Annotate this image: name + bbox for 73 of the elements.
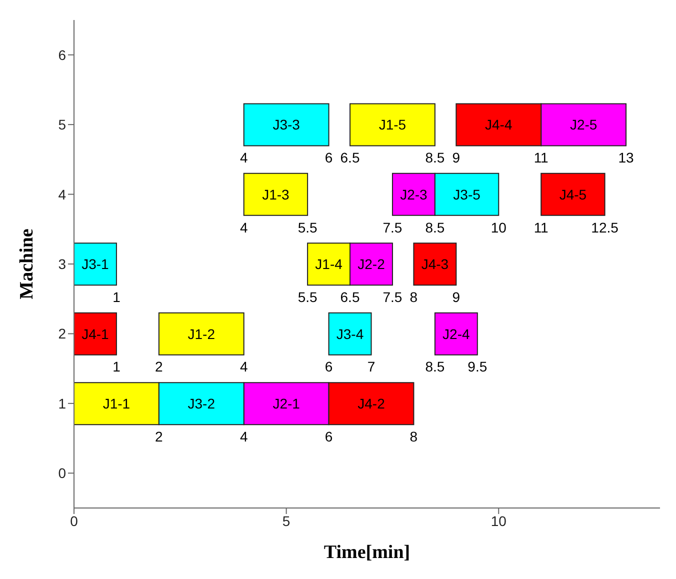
- annotation: 9.5: [468, 358, 488, 375]
- annotation: 6: [324, 358, 333, 375]
- data-label: J2-4: [442, 326, 470, 342]
- annotation: 11: [534, 150, 549, 166]
- data-label: J4-2: [358, 396, 386, 412]
- bar: [540, 172, 606, 216]
- annotation: 7.5: [382, 289, 402, 305]
- data-label: J4-4: [485, 116, 512, 133]
- bar: [74, 312, 117, 356]
- annotation: 8.5: [425, 150, 445, 166]
- annotation: 4: [240, 219, 248, 236]
- annotation: 7.5: [382, 219, 402, 236]
- data-label: J2-2: [358, 256, 386, 272]
- annotation: 5.5: [298, 219, 318, 236]
- y-axis-title: Machine: [16, 228, 38, 300]
- annotation: 6.5: [340, 289, 360, 305]
- y-tick-label: 6: [58, 46, 66, 63]
- y-tick-label: 1: [58, 395, 66, 412]
- annotation: 13: [618, 150, 634, 166]
- y-tick-label: 2: [58, 326, 66, 342]
- bar: [74, 242, 117, 286]
- annotation: 6.5: [340, 150, 360, 166]
- annotation: 10: [490, 219, 507, 236]
- data-label: J1-5: [378, 116, 406, 133]
- data-label: J3-1: [82, 256, 110, 272]
- annotation: 1: [112, 289, 121, 305]
- data-label: J1-4: [315, 256, 343, 272]
- y-tick-label: 0: [58, 465, 66, 482]
- annotation: 8: [410, 289, 418, 305]
- data-label: J2-3: [400, 186, 428, 202]
- data-label: J3-2: [188, 396, 216, 412]
- annotation: 4: [240, 358, 248, 375]
- annotation: 4: [240, 428, 248, 444]
- annotation: 2: [155, 428, 164, 444]
- x-tick-label: 10: [490, 512, 507, 529]
- bar: [158, 312, 244, 356]
- bar: [243, 103, 330, 146]
- x-tick-label: 5: [282, 512, 290, 529]
- annotation: 12.5: [591, 219, 619, 236]
- annotation: 4: [240, 150, 248, 166]
- annotation: 2: [155, 358, 164, 375]
- data-label: J2-5: [570, 116, 598, 133]
- x-axis-title: Time[min]: [324, 542, 410, 563]
- annotation: 8.5: [425, 219, 445, 236]
- data-label: J3-5: [453, 186, 481, 202]
- data-label: J4-5: [559, 186, 587, 202]
- annotation: 1: [112, 358, 121, 375]
- bar: [328, 312, 372, 356]
- annotation: 6: [324, 428, 333, 444]
- annotation: 7: [367, 358, 376, 375]
- data-label: J4-1: [82, 326, 110, 342]
- bar: [350, 103, 436, 146]
- bar: [434, 312, 478, 356]
- annotation: 6: [324, 150, 333, 166]
- y-tick-label: 5: [58, 116, 66, 133]
- data-label: J3-3: [272, 116, 300, 133]
- annotation: 5.5: [298, 289, 318, 305]
- annotation: 9: [452, 150, 460, 166]
- x-tick-label: 0: [70, 512, 78, 529]
- bar: [413, 242, 457, 286]
- annotation: 9: [452, 289, 460, 305]
- data-label: J4-3: [421, 256, 449, 272]
- annotation: 8.5: [425, 358, 445, 375]
- data-label: J1-1: [102, 396, 130, 412]
- annotation: 11: [534, 219, 549, 236]
- data-label: J2-1: [272, 396, 300, 412]
- bar: [243, 172, 308, 216]
- y-tick-label: 4: [58, 186, 66, 202]
- y-tick-label: 3: [58, 256, 66, 272]
- data-label: J3-4: [336, 326, 364, 342]
- data-label: J1-3: [262, 186, 290, 202]
- data-label: J1-2: [188, 326, 216, 342]
- annotation: 8: [410, 428, 418, 444]
